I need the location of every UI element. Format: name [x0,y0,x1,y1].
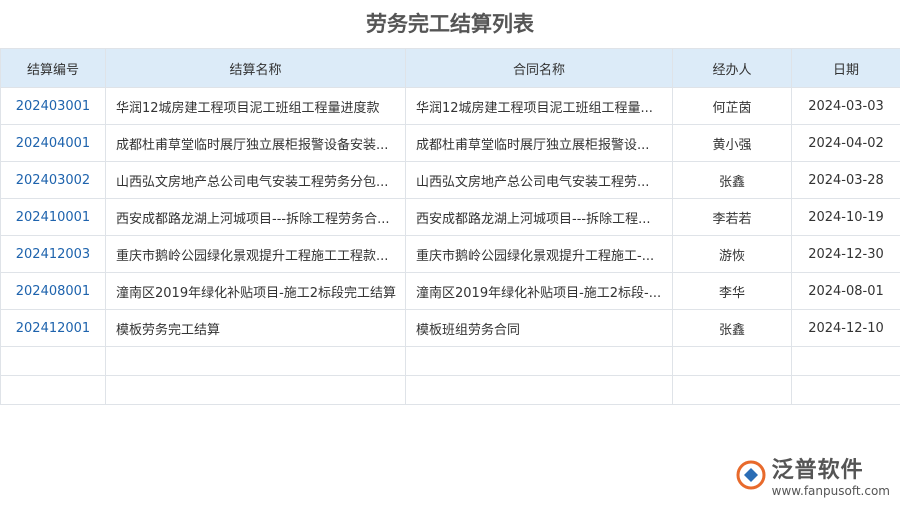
empty-cell [0,346,106,376]
table-cell: 潼南区2019年绿化补贴项目-施工2标段完工结算 [105,272,406,310]
empty-cell [105,346,406,376]
table-cell: 模板班组劳务合同 [405,309,673,347]
table-cell: 202403001 [0,87,106,125]
table-cell: 何芷茵 [672,87,792,125]
empty-cell [791,375,900,405]
settlement-table: 结算编号 结算名称 合同名称 经办人 日期 202403001 华润12城房建工程项目泥工… [0,48,900,405]
table-cell: 成都杜甫草堂临时展厅独立展柜报警设备安装... [105,124,406,162]
table-row[interactable]: 202410001 西安成都路龙湖上河城项目---拆除工程劳务合... 西安成都路龙… [0,198,900,236]
table-cell: 2024-12-30 [791,235,900,273]
table-cell: 202412003 [0,235,106,273]
empty-row [0,346,900,376]
table-cell: 张鑫 [672,309,792,347]
column-header: 日期 [791,48,900,88]
table-cell: 202403002 [0,161,106,199]
table-cell: 重庆市鹅岭公园绿化景观提升工程施工工程款... [105,235,406,273]
table-row[interactable]: 202403001 华润12城房建工程项目泥工班组工程量进度款 华润12城房建工程项… [0,87,900,125]
table-cell: 2024-04-02 [791,124,900,162]
table-cell: 成都杜甫草堂临时展厅独立展柜报警设... [405,124,673,162]
empty-cell [672,346,792,376]
logo-url: www.fanpusoft.com [771,484,890,498]
column-header: 结算名称 [105,48,406,88]
table-cell: 华润12城房建工程项目泥工班组工程量... [405,87,673,125]
table-cell: 2024-12-10 [791,309,900,347]
table-cell: 李若若 [672,198,792,236]
empty-cell [791,346,900,376]
table-cell: 张鑫 [672,161,792,199]
table-row[interactable]: 202408001 潼南区2019年绿化补贴项目-施工2标段完工结算 潼南区2019… [0,272,900,310]
empty-cell [105,375,406,405]
table-cell: 潼南区2019年绿化补贴项目-施工2标段-... [405,272,673,310]
table-cell: 2024-10-19 [791,198,900,236]
empty-cell [405,346,673,376]
table-cell: 西安成都路龙湖上河城项目---拆除工程劳务合... [105,198,406,236]
table-row[interactable]: 202412003 重庆市鹅岭公园绿化景观提升工程施工工程款... 重庆市鹅岭公园绿… [0,235,900,273]
table-cell: 模板劳务完工结算 [105,309,406,347]
column-header: 结算编号 [0,48,106,88]
table-cell: 西安成都路龙湖上河城项目---拆除工程... [405,198,673,236]
table-cell: 山西弘文房地产总公司电气安装工程劳... [405,161,673,199]
logo-name: 泛普软件 [771,458,864,483]
table-cell: 重庆市鹅岭公园绿化景观提升工程施工-... [405,235,673,273]
table-row[interactable]: 202403002 山西弘文房地产总公司电气安装工程劳务分包... 山西弘文房地产总… [0,161,900,199]
empty-cell [405,375,673,405]
column-header: 经办人 [672,48,792,88]
table-cell: 2024-08-01 [791,272,900,310]
table-cell: 华润12城房建工程项目泥工班组工程量进度款 [105,87,406,125]
table-cell: 2024-03-28 [791,161,900,199]
empty-cell [672,375,792,405]
header-row: 结算编号 结算名称 合同名称 经办人 日期 [0,48,900,88]
logo-icon [736,460,766,490]
table-cell: 山西弘文房地产总公司电气安装工程劳务分包... [105,161,406,199]
empty-cell [0,375,106,405]
table-cell: 李华 [672,272,792,310]
table-row[interactable]: 202412001 模板劳务完工结算 模板班组劳务合同 张鑫 2024-12-10 [0,309,900,347]
table-row[interactable]: 202404001 成都杜甫草堂临时展厅独立展柜报警设备安装... 成都杜甫草堂临时… [0,124,900,162]
table-cell: 游恢 [672,235,792,273]
table-cell: 202410001 [0,198,106,236]
table-cell: 202408001 [0,272,106,310]
column-header: 合同名称 [405,48,673,88]
empty-row [0,375,900,405]
page-title: 劳务完工结算列表 [366,12,534,36]
logo: 泛普软件 www.fanpusoft.com [736,452,890,498]
table-cell: 202404001 [0,124,106,162]
table-cell: 202412001 [0,309,106,347]
table-cell: 2024-03-03 [791,87,900,125]
table-cell: 黄小强 [672,124,792,162]
